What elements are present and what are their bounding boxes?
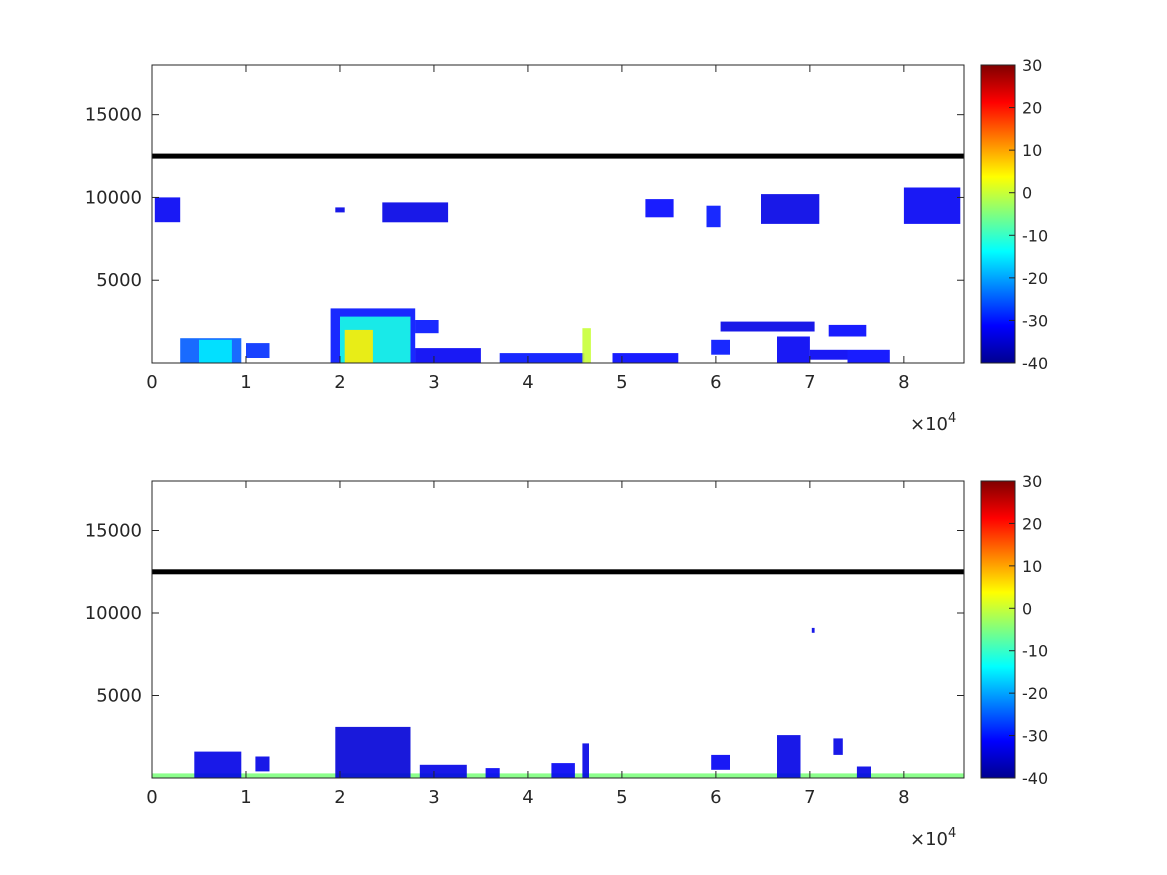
data-patch bbox=[335, 726, 411, 778]
panel-top-colorbar-ticks: 30 20 10 0 -10 -20 -30 -40 bbox=[1009, 56, 1048, 373]
colorbar-tick-label: -40 bbox=[1022, 769, 1048, 788]
data-patch bbox=[194, 751, 242, 778]
panel-top-colorbar-gradient bbox=[981, 65, 1015, 363]
colorbar-tick-label: 30 bbox=[1022, 56, 1042, 75]
data-patch bbox=[419, 764, 467, 778]
panel-bottom-colorbar-ticks: 30 20 10 0 -10 -20 -30 -40 bbox=[1009, 472, 1048, 788]
panel-bottom-y-axis: 5000 10000 15000 bbox=[85, 521, 964, 707]
x-tick-label: 5 bbox=[616, 372, 627, 393]
x-tick-label: 7 bbox=[804, 372, 815, 393]
data-patch bbox=[811, 627, 815, 633]
panel-top-axes-frame bbox=[151, 64, 965, 364]
data-patch bbox=[246, 343, 270, 358]
colorbar-tick-label: 10 bbox=[1022, 141, 1042, 160]
x-tick-label: 6 bbox=[710, 372, 721, 393]
data-patch bbox=[415, 348, 481, 363]
data-patch bbox=[777, 336, 810, 363]
data-patch bbox=[582, 743, 589, 778]
panel-top-plot-area bbox=[152, 65, 964, 363]
colorbar-tick-label: 10 bbox=[1022, 557, 1042, 576]
x-tick-label: 1 bbox=[240, 372, 251, 393]
colorbar-tick-label: 30 bbox=[1022, 472, 1042, 491]
x-tick-label: 1 bbox=[240, 787, 251, 808]
y-tick-label: 10000 bbox=[85, 187, 142, 208]
data-patch bbox=[711, 339, 730, 355]
x-tick-label: 0 bbox=[146, 372, 157, 393]
data-patch bbox=[828, 324, 867, 337]
data-patch bbox=[382, 202, 449, 223]
data-patch bbox=[154, 197, 181, 223]
panel-bottom: 0 1 2 3 4 5 6 7 8 5000 10000 15000 ×104 30 20 10 0 -10… bbox=[85, 472, 1048, 850]
colorbar-tick-label: -20 bbox=[1022, 684, 1048, 703]
data-patch bbox=[255, 756, 270, 772]
x-tick-label: 3 bbox=[428, 372, 439, 393]
colorbar-tick-label: -10 bbox=[1022, 226, 1048, 245]
panel-bottom-x-exponent: ×104 bbox=[910, 826, 956, 850]
data-patch bbox=[485, 768, 500, 778]
data-patch bbox=[706, 205, 721, 228]
data-patch bbox=[199, 339, 232, 363]
data-patch bbox=[344, 329, 373, 363]
x-tick-label: 7 bbox=[804, 787, 815, 808]
colorbar-tick-label: -30 bbox=[1022, 727, 1048, 746]
colorbar-tick-label: -10 bbox=[1022, 642, 1048, 661]
y-tick-label: 15000 bbox=[85, 105, 142, 126]
data-patch bbox=[335, 207, 345, 213]
colorbar-tick-label: 0 bbox=[1022, 599, 1032, 618]
data-patch bbox=[847, 349, 890, 363]
panel-top-data bbox=[154, 187, 961, 363]
x-tick-label: 8 bbox=[898, 787, 909, 808]
data-patch bbox=[761, 194, 820, 224]
data-patch bbox=[720, 321, 815, 332]
panel-top: 0 1 2 3 4 5 6 7 8 5000 10000 15000 ×104 30 20 10 0 -10… bbox=[85, 56, 1048, 435]
panel-bottom-plot-area bbox=[152, 481, 964, 778]
panel-top-x-axis: 0 1 2 3 4 5 6 7 8 bbox=[146, 65, 910, 393]
y-tick-label: 10000 bbox=[85, 603, 142, 624]
data-patch bbox=[903, 187, 961, 224]
panel-top-colorbar: 30 20 10 0 -10 -20 -30 -40 bbox=[980, 56, 1048, 373]
colorbar-tick-label: -30 bbox=[1022, 311, 1048, 330]
x-tick-label: 3 bbox=[428, 787, 439, 808]
panel-bottom-axes-frame bbox=[151, 480, 965, 779]
x-tick-label: 0 bbox=[146, 787, 157, 808]
y-tick-label: 5000 bbox=[96, 270, 142, 291]
x-tick-label: 2 bbox=[334, 787, 345, 808]
panel-bottom-data bbox=[152, 627, 964, 778]
x-tick-label: 5 bbox=[616, 787, 627, 808]
panel-bottom-colorbar: 30 20 10 0 -10 -20 -30 -40 bbox=[980, 472, 1048, 788]
data-patch bbox=[711, 754, 730, 770]
data-patch bbox=[551, 763, 575, 778]
panel-top-reference-line bbox=[152, 153, 964, 159]
x-tick-label: 6 bbox=[710, 787, 721, 808]
data-patch bbox=[645, 199, 674, 218]
data-patch bbox=[777, 735, 801, 778]
colorbar-tick-label: 20 bbox=[1022, 99, 1042, 118]
data-patch bbox=[809, 349, 848, 360]
colorbar-tick-label: 20 bbox=[1022, 514, 1042, 533]
panel-top-colorbar-frame bbox=[980, 64, 1016, 364]
data-patch bbox=[499, 353, 585, 363]
panel-bottom-colorbar-frame bbox=[980, 480, 1016, 779]
x-tick-label: 4 bbox=[522, 787, 533, 808]
y-tick-label: 5000 bbox=[96, 686, 142, 707]
data-patch bbox=[582, 328, 591, 363]
data-patch bbox=[833, 738, 843, 755]
data-patch bbox=[856, 766, 871, 778]
x-tick-label: 8 bbox=[898, 372, 909, 393]
panel-bottom-x-axis: 0 1 2 3 4 5 6 7 8 bbox=[146, 481, 910, 808]
colorbar-tick-label: 0 bbox=[1022, 184, 1032, 203]
data-patch bbox=[612, 353, 679, 363]
colorbar-tick-label: -20 bbox=[1022, 269, 1048, 288]
data-patch bbox=[415, 320, 439, 334]
y-tick-label: 15000 bbox=[85, 521, 142, 542]
panel-bottom-reference-line bbox=[152, 569, 964, 575]
panel-top-y-axis: 5000 10000 15000 bbox=[85, 105, 964, 291]
panel-top-x-exponent: ×104 bbox=[910, 411, 956, 435]
colorbar-tick-label: -40 bbox=[1022, 354, 1048, 373]
x-tick-label: 4 bbox=[522, 372, 533, 393]
panel-bottom-colorbar-gradient bbox=[981, 481, 1015, 778]
x-tick-label: 2 bbox=[334, 372, 345, 393]
